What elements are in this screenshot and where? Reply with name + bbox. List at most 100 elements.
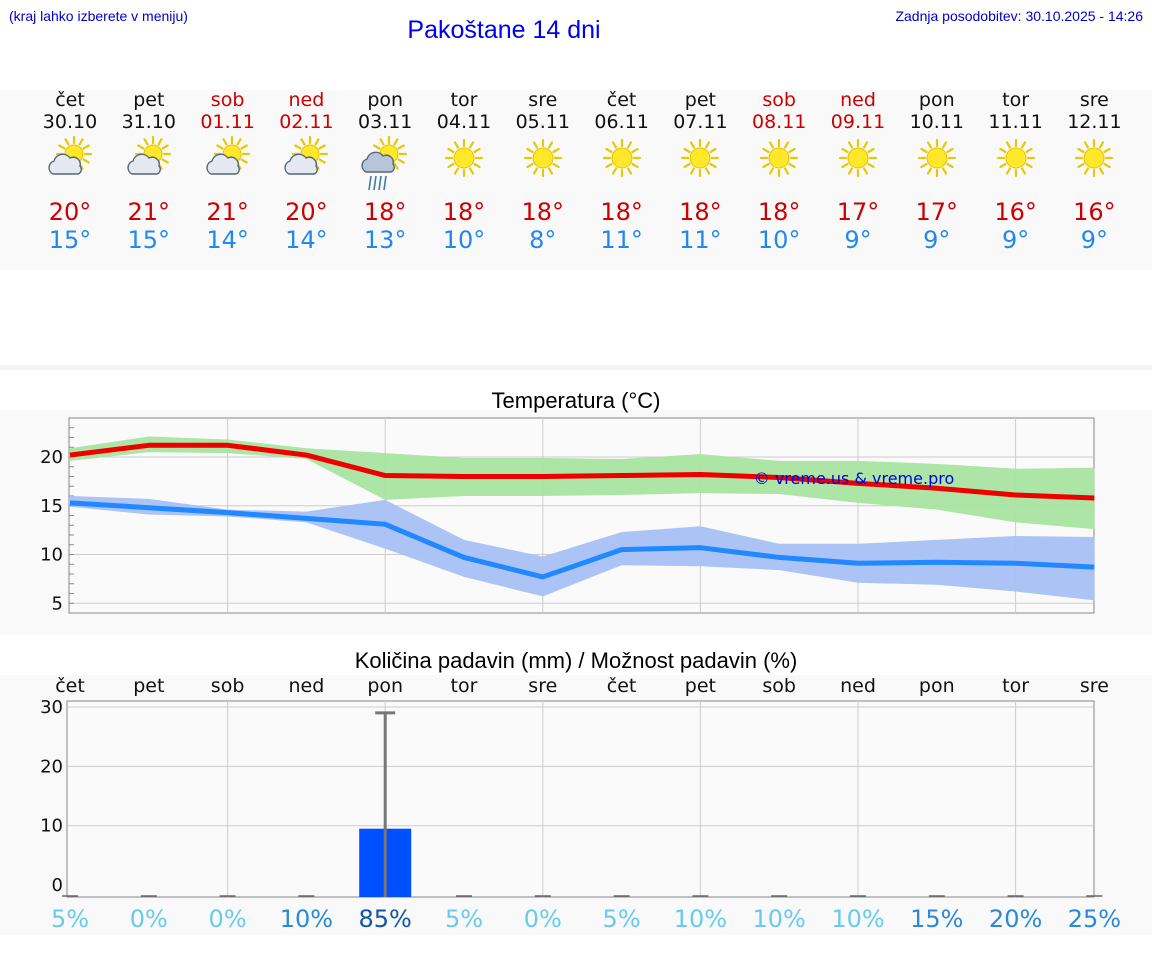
- precipitation-probability: 5%: [51, 905, 89, 933]
- max-temperature: 20°: [48, 198, 92, 226]
- day-date: 09.11: [830, 111, 886, 133]
- x-category-label: tor: [1002, 675, 1029, 697]
- temperature-chart-title: Temperatura (°C): [491, 388, 661, 413]
- x-category-label: tor: [451, 675, 478, 697]
- min-temperature: 9°: [923, 226, 951, 254]
- sun-icon: [681, 138, 720, 178]
- x-category-label: pon: [367, 675, 403, 697]
- min-temperature: 9°: [1080, 226, 1109, 254]
- sun-icon: [1075, 138, 1114, 178]
- precipitation-probability: 10%: [280, 905, 333, 933]
- precipitation-probability: 10%: [831, 905, 884, 933]
- y-tick-label: 15: [40, 496, 63, 517]
- day-date: 10.11: [909, 111, 964, 133]
- y-tick-label: 10: [40, 816, 63, 837]
- min-temperature: 11°: [600, 226, 643, 254]
- day-date: 08.11: [751, 111, 807, 133]
- x-category-label: sob: [211, 675, 245, 697]
- page-title: Pakoštane 14 dni: [407, 16, 601, 44]
- max-temperature: 16°: [1073, 198, 1116, 226]
- day-date: 01.11: [200, 111, 255, 133]
- max-temperature: 18°: [363, 198, 407, 226]
- precipitation-probability: 15%: [910, 905, 963, 933]
- min-temperature: 9°: [1001, 226, 1030, 254]
- min-temperature: 15°: [127, 226, 171, 254]
- x-category-label: sre: [1080, 675, 1109, 697]
- rain-cloud-sun-icon: [361, 135, 408, 191]
- min-temperature: 10°: [442, 226, 486, 254]
- x-category-label: sob: [762, 675, 796, 697]
- day-name: tor: [1002, 89, 1030, 111]
- y-tick-label: 30: [40, 697, 63, 718]
- day-name: ned: [288, 89, 325, 111]
- sun-icon: [523, 138, 562, 178]
- precipitation-probability: 5%: [445, 905, 483, 933]
- max-temperature: 18°: [600, 198, 643, 226]
- day-name: pet: [684, 89, 716, 111]
- day-date: 31.10: [121, 111, 176, 133]
- max-temperature: 21°: [206, 198, 249, 226]
- precipitation-probability: 5%: [603, 905, 641, 933]
- max-temperature: 17°: [915, 198, 959, 226]
- min-temperature: 15°: [48, 226, 92, 254]
- precipitation-probability: 0%: [209, 905, 247, 933]
- day-date: 30.10: [42, 111, 98, 133]
- min-temperature: 14°: [285, 226, 328, 254]
- divider: [0, 365, 1152, 370]
- precipitation-probability: 10%: [674, 905, 727, 933]
- partly-cloudy-icon: [284, 135, 329, 175]
- day-name: pon: [918, 89, 955, 111]
- precipitation-probability: 25%: [1068, 905, 1121, 933]
- day-name: sre: [1079, 89, 1109, 111]
- min-temperature-line: [69, 500, 1095, 580]
- day-date: 12.11: [1067, 111, 1122, 133]
- y-tick-label: 20: [40, 447, 63, 468]
- precipitation-probability: 0%: [524, 905, 562, 933]
- min-temperature: 10°: [757, 226, 801, 254]
- x-category-label: čet: [607, 675, 637, 697]
- forecast-strip: [0, 90, 1152, 270]
- day-name: tor: [450, 89, 478, 111]
- max-temperature: 20°: [285, 198, 328, 226]
- x-category-label: sre: [528, 675, 557, 697]
- partly-cloudy-icon: [205, 135, 250, 175]
- min-temperature: 14°: [206, 226, 249, 254]
- day-name: čet: [606, 89, 637, 111]
- x-category-label: ned: [289, 675, 325, 697]
- max-temperature: 18°: [442, 198, 486, 226]
- day-date: 07.11: [673, 111, 728, 133]
- day-date: 05.11: [515, 111, 570, 133]
- day-date: 04.11: [436, 111, 492, 133]
- x-category-label: pet: [133, 675, 164, 697]
- day-date: 11.11: [988, 111, 1043, 133]
- y-tick-label: 20: [40, 756, 63, 777]
- day-name: pon: [367, 89, 404, 111]
- last-updated: Zadnja posodobitev: 30.10.2025 - 14:26: [895, 8, 1143, 24]
- day-name: sob: [210, 89, 245, 111]
- day-name: čet: [55, 89, 85, 111]
- x-category-label: pon: [919, 675, 955, 697]
- min-temperature: 9°: [844, 226, 872, 254]
- y-tick-label: 5: [52, 593, 63, 614]
- menu-hint: (kraj lahko izberete v meniju): [9, 8, 188, 24]
- precipitation-probability: 10%: [753, 905, 806, 933]
- day-name: sre: [528, 89, 558, 111]
- sun-icon: [760, 138, 799, 178]
- x-category-label: čet: [55, 675, 85, 697]
- y-tick-label: 10: [40, 545, 63, 566]
- day-date: 02.11: [279, 111, 334, 133]
- min-temperature: 13°: [363, 226, 407, 254]
- precipitation-chart-title: Količina padavin (mm) / Možnost padavin …: [354, 648, 798, 673]
- sun-icon: [838, 138, 878, 178]
- precipitation-probability: 85%: [359, 905, 412, 933]
- max-temperature-line: [69, 442, 1095, 501]
- x-category-label: pet: [685, 675, 716, 697]
- plot-area: [66, 700, 1095, 898]
- sun-icon: [444, 138, 484, 178]
- day-name: ned: [840, 89, 876, 111]
- sun-icon: [996, 138, 1035, 178]
- sun-icon: [917, 138, 956, 178]
- day-date: 06.11: [594, 111, 649, 133]
